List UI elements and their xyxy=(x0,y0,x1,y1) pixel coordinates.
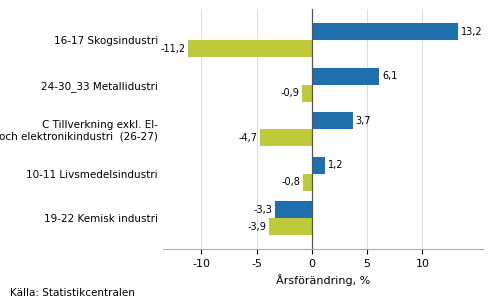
Text: -4,7: -4,7 xyxy=(238,133,257,143)
Bar xyxy=(260,129,312,146)
Bar xyxy=(303,174,312,191)
Bar xyxy=(188,40,312,57)
Bar xyxy=(312,157,325,174)
Text: -11,2: -11,2 xyxy=(160,44,185,54)
Text: -0,9: -0,9 xyxy=(281,88,299,98)
Text: 13,2: 13,2 xyxy=(460,27,482,37)
Bar xyxy=(302,85,312,102)
Text: -3,9: -3,9 xyxy=(247,222,266,232)
Bar xyxy=(312,112,353,129)
Bar xyxy=(312,68,379,85)
Text: -0,8: -0,8 xyxy=(282,177,300,187)
Text: 3,7: 3,7 xyxy=(355,116,371,126)
Text: 1,2: 1,2 xyxy=(328,160,344,170)
Bar xyxy=(312,23,458,40)
Text: -3,3: -3,3 xyxy=(254,205,273,215)
Text: 6,1: 6,1 xyxy=(382,71,397,81)
Bar xyxy=(276,201,312,218)
X-axis label: Årsförändring, %: Årsförändring, % xyxy=(276,275,370,286)
Text: Källa: Statistikcentralen: Källa: Statistikcentralen xyxy=(10,288,135,298)
Bar xyxy=(269,218,312,235)
